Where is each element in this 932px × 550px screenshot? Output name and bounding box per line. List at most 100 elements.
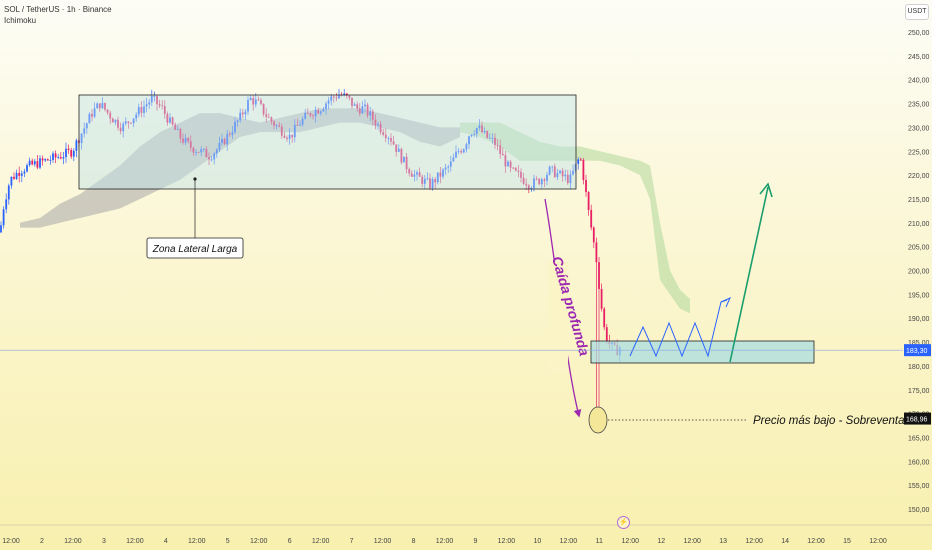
candle-body bbox=[351, 97, 353, 106]
candle-body bbox=[366, 104, 369, 116]
time-tick-label: 12 bbox=[657, 538, 665, 545]
candle-body bbox=[231, 132, 234, 135]
candle-body bbox=[426, 178, 429, 179]
candle-body bbox=[434, 179, 437, 183]
candle-body bbox=[5, 199, 8, 210]
time-tick-label: 13 bbox=[719, 538, 727, 545]
candle-body bbox=[28, 160, 31, 166]
candle-body bbox=[561, 170, 564, 177]
sideways-zone-box[interactable] bbox=[78, 94, 577, 190]
price-tick-label: 195,00 bbox=[908, 292, 930, 299]
candle-body bbox=[31, 160, 34, 165]
candle-body bbox=[579, 159, 582, 161]
candle-body bbox=[111, 118, 114, 123]
candle-body bbox=[330, 96, 333, 101]
candle-body bbox=[501, 153, 504, 156]
candle-body bbox=[54, 153, 57, 158]
candle-body bbox=[413, 174, 416, 177]
candle-body bbox=[343, 93, 346, 96]
candle-body bbox=[517, 170, 520, 172]
candle-body bbox=[239, 112, 242, 121]
currency-badge[interactable]: USDT bbox=[905, 4, 929, 20]
candle-body bbox=[0, 225, 2, 233]
candle-body bbox=[205, 148, 208, 158]
candle-body bbox=[101, 102, 104, 109]
candle-body bbox=[96, 103, 99, 109]
candle-body bbox=[535, 178, 538, 180]
candle-body bbox=[572, 170, 574, 175]
candle-body bbox=[184, 138, 187, 143]
candle-body bbox=[514, 167, 517, 171]
candle-body bbox=[15, 172, 18, 179]
candle-body bbox=[119, 127, 122, 132]
candle-body bbox=[548, 166, 551, 175]
candle-body bbox=[410, 173, 413, 177]
candle-body bbox=[455, 151, 457, 158]
price-tick-label: 180,00 bbox=[908, 364, 930, 371]
candle-body bbox=[7, 185, 10, 200]
projection-zigzag bbox=[629, 299, 728, 358]
candle-body bbox=[182, 138, 184, 143]
candle-body bbox=[312, 115, 314, 117]
candle-body bbox=[275, 125, 278, 127]
candle-body bbox=[348, 95, 351, 98]
candle-body bbox=[88, 113, 91, 124]
candle-body bbox=[556, 173, 559, 178]
candle-body bbox=[257, 99, 260, 101]
chart-header: SOL / TetherUS · 1h · Binance Ichimoku bbox=[4, 4, 112, 26]
candle-body bbox=[491, 137, 494, 139]
candle-body bbox=[374, 119, 377, 126]
candle-body bbox=[473, 133, 476, 135]
candle-body bbox=[462, 149, 465, 153]
candle-body bbox=[512, 167, 515, 169]
candle-body bbox=[569, 174, 572, 184]
candle-body bbox=[384, 134, 387, 139]
candle-body bbox=[595, 242, 598, 263]
time-tick-label: 2 bbox=[40, 538, 44, 545]
accumulation-box[interactable] bbox=[590, 340, 815, 364]
candle-body bbox=[335, 97, 338, 99]
indicator-label[interactable]: Ichimoku bbox=[4, 16, 37, 25]
candle-body bbox=[23, 171, 26, 174]
time-axis[interactable]: 12:00 2 12:00 3 12:00 4 12:00 5 12:00 6 12:00 7 12:0… bbox=[2, 538, 887, 545]
candle-body bbox=[283, 135, 286, 138]
candle-body bbox=[278, 125, 281, 127]
price-axis[interactable]: 250,00 245,00 240,00 235,00 230,00 225,00 220,… bbox=[0, 30, 931, 514]
time-tick-label: 5 bbox=[226, 538, 230, 545]
candle-body bbox=[10, 176, 13, 186]
candle-body bbox=[75, 140, 78, 151]
candle-body bbox=[364, 104, 366, 107]
candle-body bbox=[109, 112, 112, 119]
candle-body bbox=[98, 103, 101, 109]
time-tick-label: 12:00 bbox=[498, 538, 516, 545]
candle-body bbox=[481, 125, 483, 133]
candle-body bbox=[371, 111, 374, 120]
price-tick-label: 175,00 bbox=[908, 388, 930, 395]
time-tick-label: 12:00 bbox=[126, 538, 144, 545]
time-tick-label: 14 bbox=[781, 538, 789, 545]
candle-body bbox=[249, 97, 252, 101]
candle-body bbox=[421, 176, 424, 184]
cloud-bullish bbox=[460, 122, 690, 314]
candle-body bbox=[520, 171, 522, 178]
drop-label-bg bbox=[548, 262, 568, 372]
candle-body bbox=[145, 104, 148, 107]
candle-body bbox=[106, 109, 109, 113]
candle-body bbox=[156, 95, 158, 105]
lightning-icon[interactable]: ⚡ bbox=[617, 516, 630, 529]
candle-body bbox=[397, 148, 400, 152]
candle-body bbox=[44, 159, 47, 161]
price-tick-label: 235,00 bbox=[908, 102, 930, 109]
candle-body bbox=[176, 128, 179, 130]
candle-body bbox=[392, 141, 395, 145]
candle-body bbox=[457, 151, 460, 152]
candle-body bbox=[127, 121, 130, 123]
candle-body bbox=[163, 106, 166, 114]
candle-body bbox=[148, 102, 151, 105]
candle-body bbox=[600, 289, 603, 309]
price-tick-label: 155,00 bbox=[908, 483, 930, 490]
candle-body bbox=[62, 157, 65, 159]
